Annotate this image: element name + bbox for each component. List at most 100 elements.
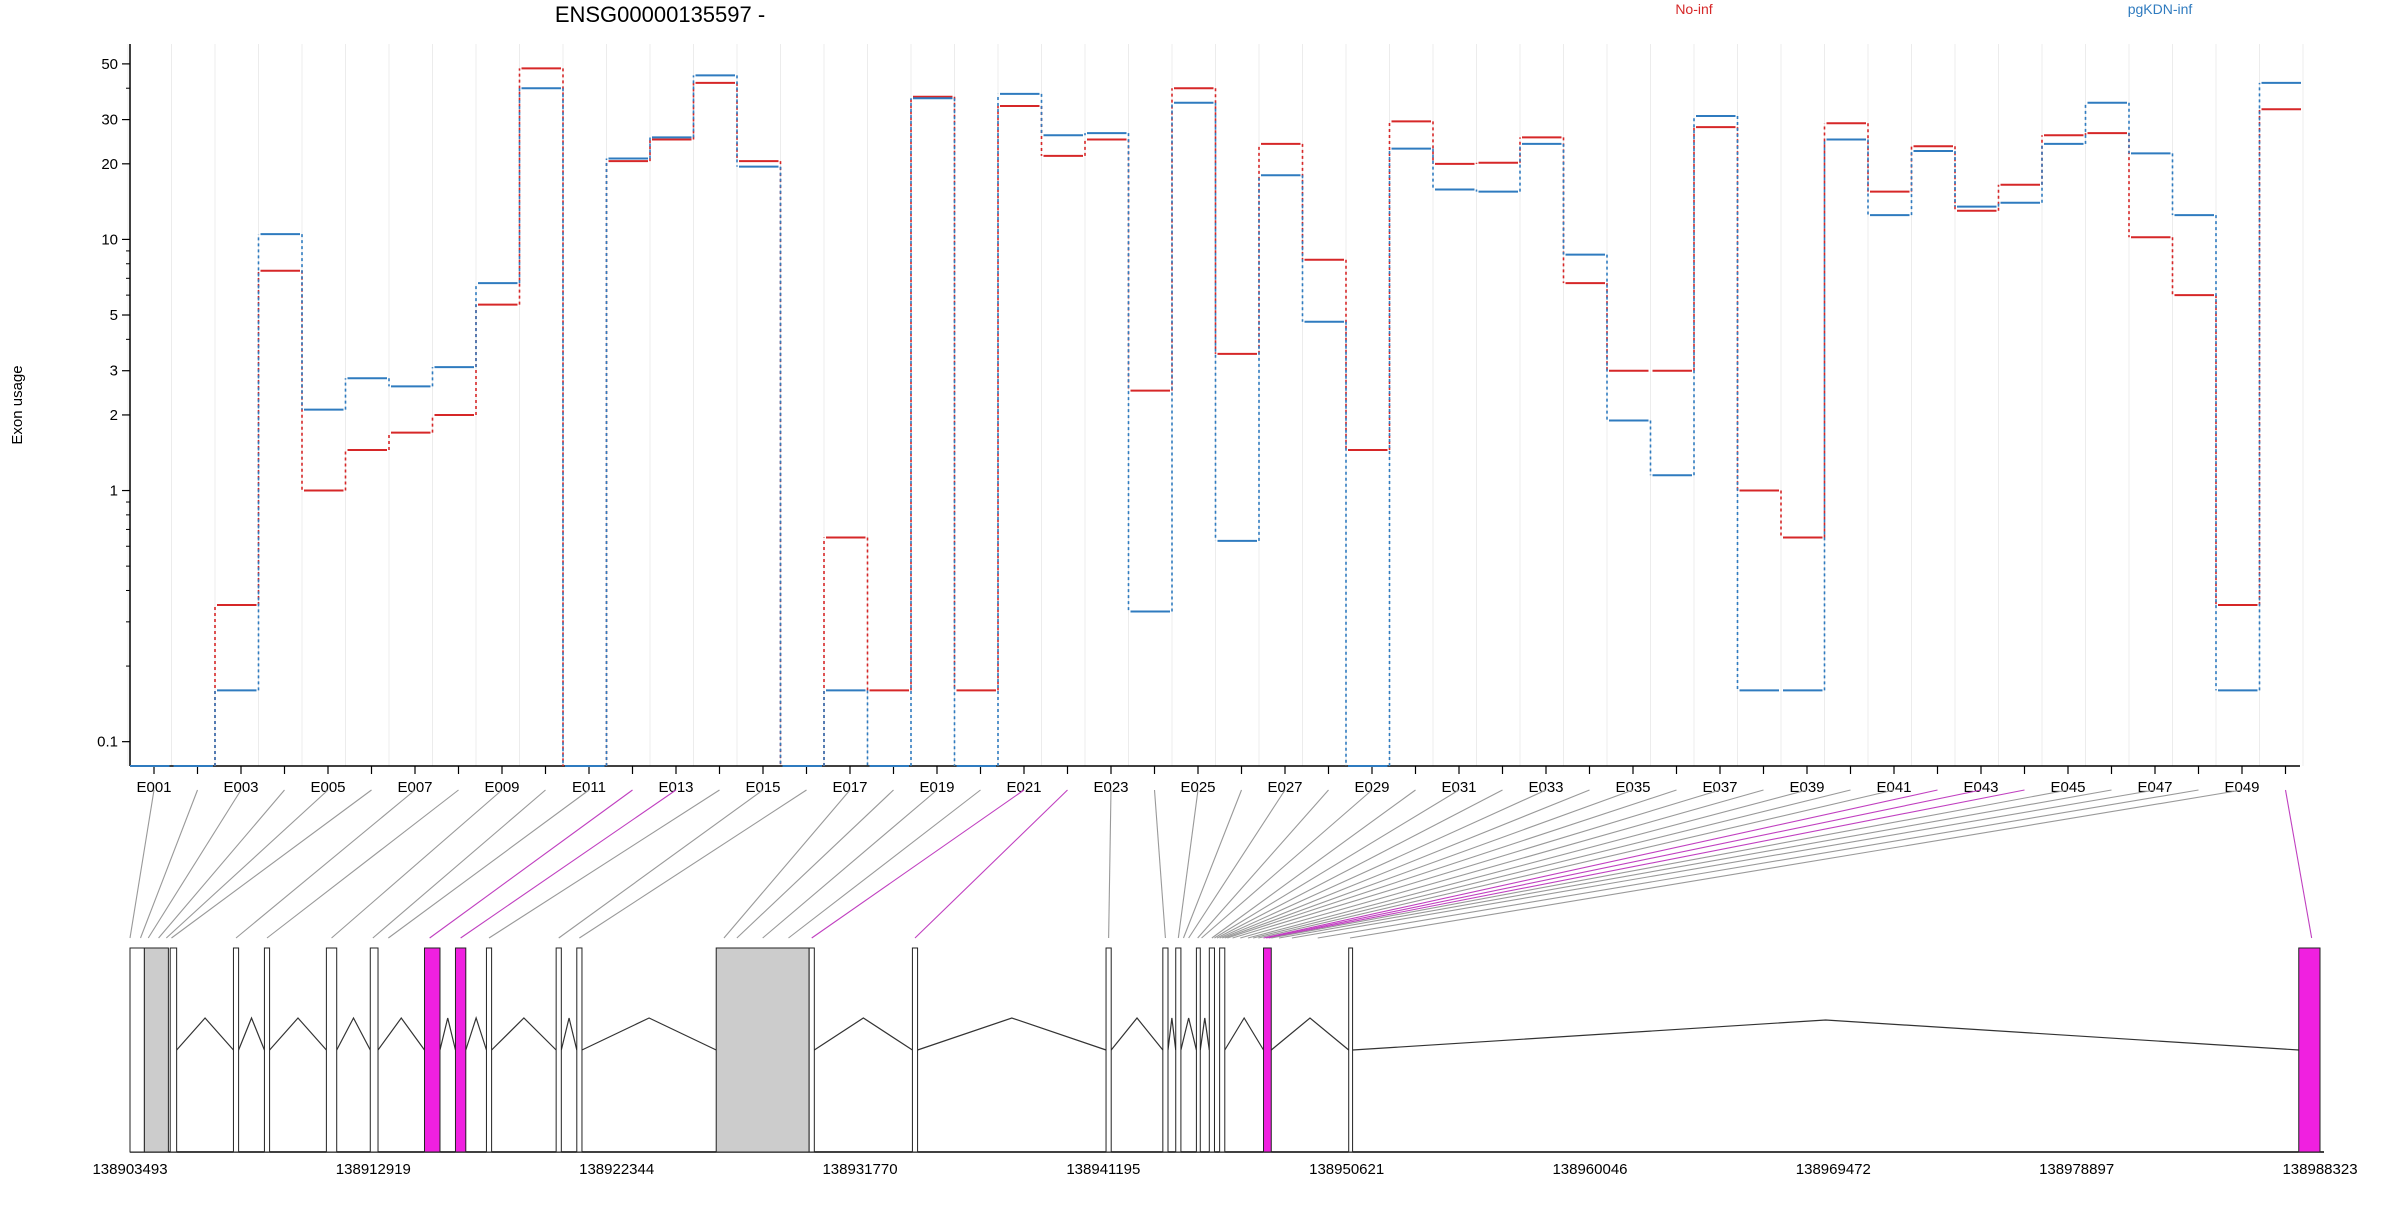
x-tick-label: E015: [745, 779, 780, 796]
exon-connector-line: [1108, 789, 1112, 939]
exon-block: [485, 947, 493, 1153]
exon-connector-line: [1240, 789, 1764, 939]
x-tick-label: E037: [1702, 779, 1737, 796]
exon-connector-line: [1224, 789, 1634, 939]
exon-connector-line: [158, 789, 285, 939]
intron-line: [917, 1017, 1107, 1051]
y-tick-label: 1: [110, 483, 118, 500]
x-tick-label: E047: [2137, 779, 2172, 796]
x-tick-label: E029: [1354, 779, 1389, 796]
y-tick-label: 2: [110, 407, 118, 424]
exon-connector-line: [2284, 789, 2313, 939]
exon-connector-line: [1219, 789, 1547, 939]
x-tick-label: E033: [1528, 779, 1563, 796]
exon-block: [1105, 947, 1112, 1153]
exon-connector-line: [331, 789, 503, 939]
genomic-tick-label: 138960046: [1552, 1161, 1627, 1178]
legend-entry-no-inf: No-inf: [1675, 1, 1712, 17]
intron-line: [439, 1017, 457, 1051]
exon-connector-line: [1232, 789, 1721, 939]
x-tick-label: E049: [2224, 779, 2259, 796]
x-tick-label: E005: [310, 779, 345, 796]
intron-line: [176, 1017, 234, 1051]
exon-block: [576, 947, 583, 1153]
exon-connector-line: [762, 789, 938, 939]
intron-line: [813, 1017, 913, 1051]
exon-block: [555, 947, 562, 1153]
exon-connector-line: [558, 789, 764, 939]
genomic-tick-label: 138912919: [336, 1161, 411, 1178]
intron-line: [336, 1016, 371, 1051]
exon-connector-line: [1188, 789, 1286, 939]
exon-connector-line: [1214, 789, 1460, 939]
intron-line: [465, 1016, 488, 1051]
exon-connector-line: [266, 789, 459, 939]
exon-connector-line: [460, 789, 677, 939]
exon-connector-line: [1268, 789, 2025, 939]
exon-connector-line: [1211, 789, 1416, 939]
exon-connector-line: [914, 789, 1068, 939]
exon-block: [143, 947, 169, 1153]
legend-entry-pgkdn-inf: pgKDN-inf: [2128, 1, 2193, 17]
exon-block: [369, 947, 379, 1153]
intron-line: [560, 1017, 578, 1051]
x-tick-label: E023: [1093, 779, 1128, 796]
exon-block: [2298, 947, 2321, 1153]
intron-line: [1352, 1019, 2299, 1051]
y-tick-label: 0.1: [97, 734, 118, 751]
exon-connector-line: [736, 789, 894, 939]
series-pgkdn-inf: [130, 74, 2301, 767]
exon-connector-line: [1258, 789, 1895, 939]
x-tick-label: E039: [1789, 779, 1824, 796]
x-tick-label: E027: [1267, 779, 1302, 796]
exon-connector-line: [1216, 789, 1503, 939]
exon-block: [808, 947, 815, 1153]
intron-line: [491, 1017, 557, 1051]
intron-line: [1180, 1017, 1197, 1051]
exon-block: [263, 947, 271, 1153]
exon-connector-line: [1227, 789, 1677, 939]
exon-connectors: [129, 789, 2313, 939]
x-tick-label: E043: [1963, 779, 1998, 796]
intron-line: [1167, 1017, 1177, 1051]
genomic-tick-label: 138969472: [1796, 1161, 1871, 1178]
exon-block: [1208, 947, 1215, 1153]
exon-block: [1219, 947, 1226, 1153]
intron-line: [377, 1016, 425, 1051]
y-axis-label: Exon usage: [9, 365, 26, 444]
exon-connector-line: [811, 789, 1025, 939]
x-tick-label: E041: [1876, 779, 1911, 796]
x-tick-label: E021: [1006, 779, 1041, 796]
exon-connector-line: [1291, 789, 2156, 939]
exon-connector-line: [1247, 789, 1808, 939]
x-tick-label: E045: [2050, 779, 2085, 796]
exon-connector-line: [165, 789, 329, 939]
y-tick-label: 30: [101, 112, 118, 129]
y-tick-label: 10: [101, 231, 118, 248]
exon-block: [911, 947, 919, 1153]
exon-connector-line: [1349, 789, 2243, 939]
exon-block: [232, 947, 240, 1153]
exon-connector-line: [723, 789, 851, 939]
exon-connector-line: [147, 789, 242, 939]
exon-connector-line: [1153, 789, 1166, 939]
exon-block: [1162, 947, 1169, 1153]
exon-connector-line: [788, 789, 981, 939]
exon-connector-line: [139, 789, 199, 939]
intron-line: [238, 1016, 265, 1051]
exon-connector-line: [488, 789, 720, 939]
x-tick-label: E035: [1615, 779, 1650, 796]
y-tick-label: 5: [110, 307, 118, 324]
exon-connector-line: [1182, 789, 1243, 939]
exon-connector-line: [1317, 789, 2199, 939]
x-tick-label: E009: [484, 779, 519, 796]
y-tick-label: 3: [110, 363, 118, 380]
exon-connector-line: [429, 789, 633, 939]
intron-line: [1199, 1017, 1210, 1051]
exon-block: [715, 947, 810, 1153]
genomic-tick-label: 138903493: [92, 1161, 167, 1178]
exon-block: [454, 947, 467, 1153]
intron-line: [1270, 1017, 1350, 1051]
